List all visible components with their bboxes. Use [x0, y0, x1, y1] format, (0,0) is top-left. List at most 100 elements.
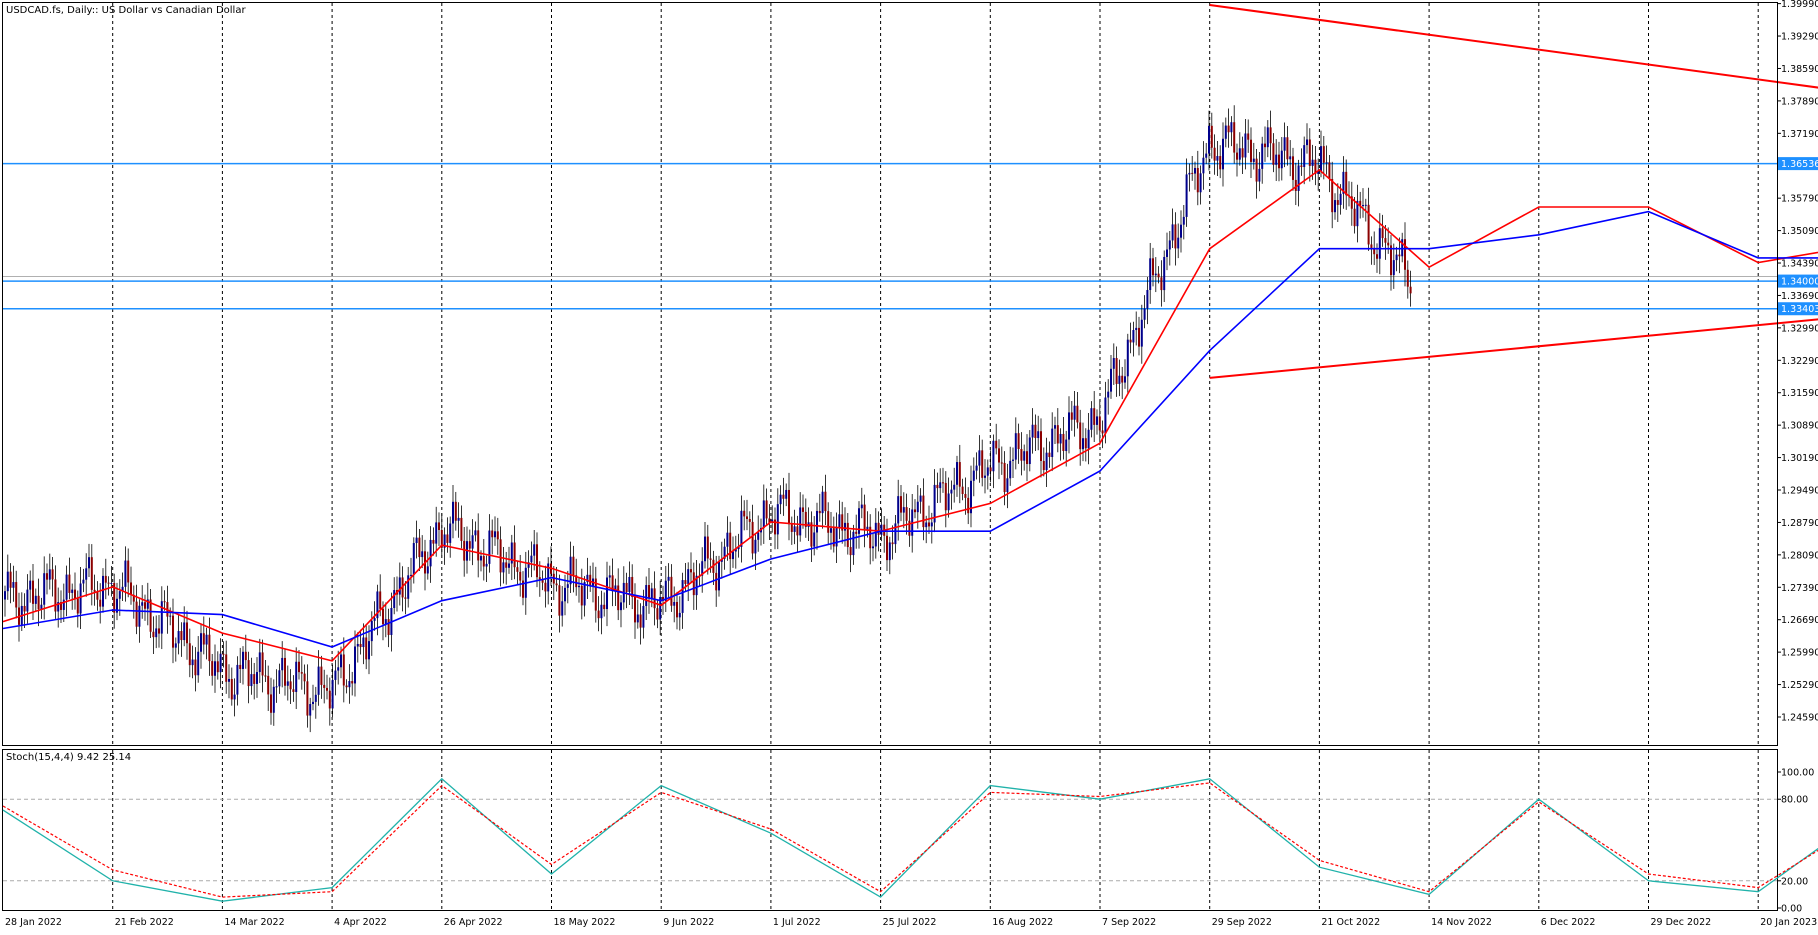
- candle-body: [54, 579, 57, 612]
- candle-body: [1401, 239, 1404, 257]
- candle-body: [891, 542, 894, 545]
- candle-body: [342, 654, 345, 686]
- candle-body: [219, 653, 222, 673]
- candle-body: [1278, 154, 1280, 169]
- candle-body: [513, 542, 516, 568]
- candle-body: [802, 507, 804, 512]
- candle-body: [194, 659, 197, 676]
- candle-body: [1339, 193, 1342, 205]
- candle-body: [1168, 240, 1171, 250]
- candle-body: [1182, 216, 1185, 225]
- candle-body: [121, 586, 124, 592]
- candle-body: [902, 507, 905, 513]
- candle-body: [1213, 147, 1216, 161]
- candle-body: [561, 601, 564, 616]
- date-tick-label: 1 Jul 2022: [773, 917, 821, 928]
- candle-body: [701, 561, 704, 576]
- candle-body: [1364, 204, 1367, 206]
- price-tick-label: 1.37890: [1781, 96, 1818, 107]
- candle-body: [1020, 449, 1023, 461]
- price-highlight-label: 1.36536: [1781, 159, 1818, 170]
- candle-body: [93, 589, 96, 592]
- candle-body: [412, 543, 415, 575]
- candle-body: [1222, 138, 1224, 170]
- stochastic-signal-line: [2, 782, 1818, 898]
- price-tick-label: 1.28790: [1781, 518, 1818, 529]
- candle-body: [650, 588, 653, 599]
- candle-body: [250, 674, 253, 687]
- candle-body: [690, 569, 692, 573]
- trendlines: [1209, 4, 1818, 379]
- date-axis: 28 Jan 2022 21 Feb 2022 14 Mar 2022 4 Apr 2…: [5, 917, 1817, 928]
- candle-body: [734, 549, 737, 552]
- candle-body: [541, 579, 544, 583]
- candle-body: [373, 618, 376, 621]
- candle-body: [214, 661, 216, 676]
- candle-body: [152, 631, 155, 638]
- trendline: [1209, 4, 1818, 89]
- candle-body: [499, 539, 502, 573]
- candle-body: [594, 578, 597, 611]
- date-tick-label: 9 Jun 2022: [663, 917, 714, 928]
- candle-body: [1121, 375, 1124, 383]
- candle-body: [474, 530, 477, 536]
- candle-body: [869, 526, 872, 549]
- candle-body: [659, 596, 662, 620]
- candle-body: [527, 562, 530, 568]
- candle-body: [222, 653, 225, 655]
- candle-body: [603, 604, 606, 610]
- candle-body: [183, 622, 186, 641]
- candle-body: [1115, 358, 1118, 384]
- candle-body: [169, 615, 172, 617]
- candle-body: [258, 652, 261, 673]
- candle-body: [48, 569, 51, 580]
- candle-body: [536, 544, 538, 578]
- candle-body: [740, 510, 743, 547]
- price-tick-label: 1.27390: [1781, 583, 1818, 594]
- candle-body: [320, 666, 323, 685]
- date-tick-label: 21 Feb 2022: [115, 917, 174, 928]
- candle-body: [398, 577, 401, 595]
- candle-body: [978, 450, 981, 466]
- candle-body: [1180, 224, 1182, 238]
- candle-body: [426, 566, 429, 574]
- candle-body: [233, 694, 236, 700]
- candle-body: [678, 612, 681, 618]
- candle-body: [894, 523, 897, 545]
- candle-body: [351, 681, 354, 684]
- candle-body: [522, 580, 524, 598]
- candle-body: [340, 654, 342, 668]
- candle-body: [547, 563, 550, 592]
- horizontal-levels: [3, 162, 1777, 310]
- candle-body: [606, 577, 608, 610]
- candle-body: [82, 579, 85, 584]
- candle-body: [1392, 260, 1395, 276]
- candle-body: [1068, 412, 1070, 440]
- price-tick-label: 1.37190: [1781, 129, 1818, 140]
- candle-body: [180, 631, 183, 641]
- candles: [4, 105, 1412, 733]
- candle-body: [510, 542, 513, 564]
- candle-body: [1283, 137, 1286, 151]
- candle-body: [634, 596, 636, 623]
- candle-body: [846, 522, 849, 548]
- price-tick-label: 1.31590: [1781, 388, 1818, 399]
- candle-body: [804, 511, 807, 527]
- candle-body: [1247, 133, 1250, 140]
- candle-body: [785, 489, 788, 499]
- candle-body: [992, 440, 995, 472]
- candle-body: [482, 556, 485, 567]
- candle-body: [359, 643, 362, 648]
- candle-body: [939, 482, 942, 489]
- candle-body: [639, 614, 642, 628]
- candle-body: [264, 675, 267, 677]
- candle-body: [242, 651, 244, 669]
- price-tick-label: 1.39990: [1781, 0, 1818, 10]
- candle-body: [737, 546, 740, 550]
- candle-body: [1325, 162, 1328, 164]
- candle-body: [908, 520, 911, 536]
- candle-body: [687, 569, 690, 584]
- candle-body: [642, 605, 645, 628]
- candle-body: [1110, 368, 1112, 392]
- candle-body: [312, 701, 314, 705]
